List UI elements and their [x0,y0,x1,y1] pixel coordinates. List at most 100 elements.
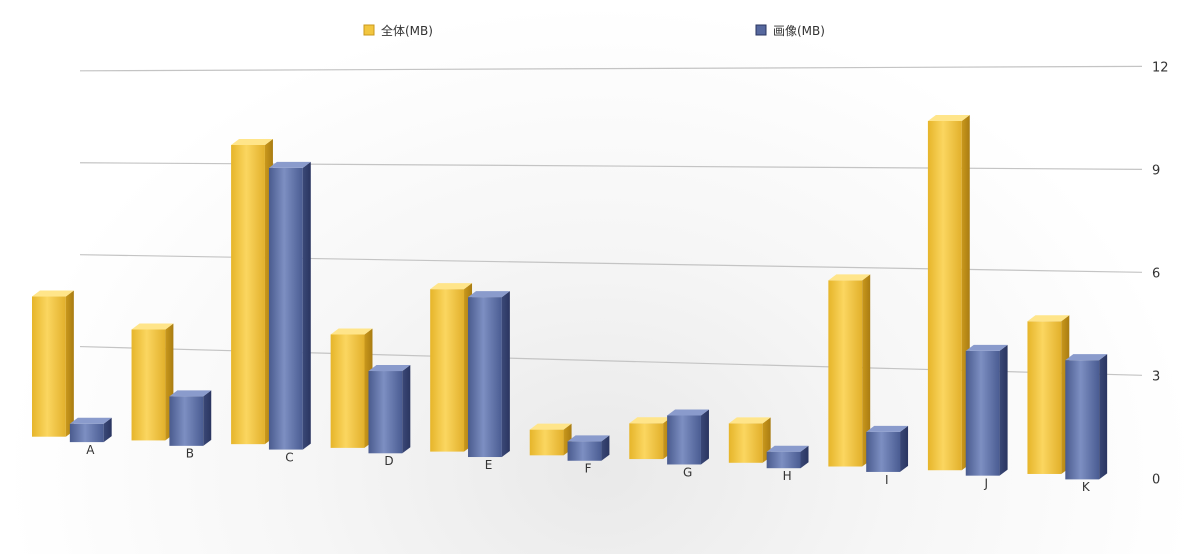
bar-side [302,161,311,450]
y-axis-ticks: 0 3 6 9 12 [1152,60,1169,487]
bar-image-C [268,161,311,450]
bars [32,115,1108,480]
bar-total-J [927,115,970,471]
bar-top [1065,354,1108,361]
bar-front [866,431,901,472]
bar-front [1065,360,1100,480]
bar-image-D [368,365,411,454]
legend-label-series2: 画像(MB) [773,24,825,38]
y-tick-label: 9 [1152,163,1160,178]
bar-front [667,415,701,465]
x-tick-label: B [186,447,194,461]
bar-top [169,390,212,397]
bar-top [728,417,771,424]
bar-front [1027,321,1062,474]
bar-side [203,390,212,446]
y-tick-label: 0 [1152,472,1160,487]
bar-total-F [529,423,572,456]
bar-total-G [629,417,672,460]
x-tick-label: I [885,473,889,487]
y-tick-label: 12 [1152,60,1169,75]
bar-front [231,144,265,445]
bar-image-G [667,409,709,465]
bar-top [567,435,610,442]
bar-top [368,365,411,372]
bar-total-I [828,274,871,467]
bar-top [69,417,112,424]
bar-side [103,417,112,443]
x-tick-label: C [285,450,293,464]
bar-front [268,167,303,450]
bar-front [468,297,502,458]
bar-side [700,409,709,465]
bar-top [231,138,273,145]
bar-front [567,441,602,461]
legend-label-series1: 全体(MB) [381,23,433,38]
bar-front [131,329,166,441]
bar-side [65,290,74,437]
bar-top [468,291,510,298]
bar-front [69,423,104,443]
bar-side [800,445,809,469]
bar-total-E [430,283,473,452]
bar-image-B [169,390,212,446]
x-tick-label: H [783,469,792,483]
bar-top [268,161,311,168]
bar-top [927,115,970,122]
bar-side [900,425,909,472]
bar-front [32,296,66,437]
bar-side [999,344,1008,476]
bar-front [927,121,962,471]
bar-top [828,274,871,281]
x-tick-label: K [1082,480,1091,494]
bar-side [501,291,510,458]
bar-front [965,350,1000,476]
x-tick-label: J [984,476,989,490]
bar-top [866,425,909,432]
bar-total-B [131,323,174,441]
bar-total-D [330,328,373,448]
bar-side [862,274,871,467]
bar-image-I [866,425,909,472]
bar-front [629,423,664,460]
bar-front [728,423,763,463]
bar-image-E [468,291,510,458]
bar-total-A [32,290,74,437]
x-tick-label: D [384,454,393,468]
category-labels: A B C D E F G H I J K [86,443,1091,494]
legend-swatch-series2 [755,24,767,36]
y-tick-label: 6 [1152,266,1160,281]
bar-image-H [766,445,809,469]
bar-front [430,289,465,452]
bar-top [131,323,174,330]
bar-top [629,417,672,424]
bar-front [368,371,403,454]
x-tick-label: E [485,458,493,472]
bar-total-C [231,138,273,445]
bar-image-K [1065,354,1108,480]
bar-top [330,328,373,335]
bar-side [402,365,411,454]
bar-image-J [965,344,1008,476]
bar-top [1027,315,1070,322]
bar-image-A [69,417,112,443]
bar-total-H [728,417,771,463]
bar-top [32,290,74,297]
bar-top [529,423,572,430]
bar-image-F [567,435,610,461]
bar-front [529,429,564,456]
bar-front [828,280,863,467]
bar-front [330,334,365,448]
bar-front [766,451,801,469]
bar-top [430,283,473,290]
gridline [79,65,1143,72]
bar-side [1099,354,1108,480]
bar-top [965,344,1008,351]
bar-top [766,445,809,452]
x-tick-label: A [86,443,95,457]
x-tick-label: F [585,462,592,476]
bar-side [601,435,610,461]
x-tick-label: G [683,465,692,479]
legend-swatch-series1 [363,24,375,36]
